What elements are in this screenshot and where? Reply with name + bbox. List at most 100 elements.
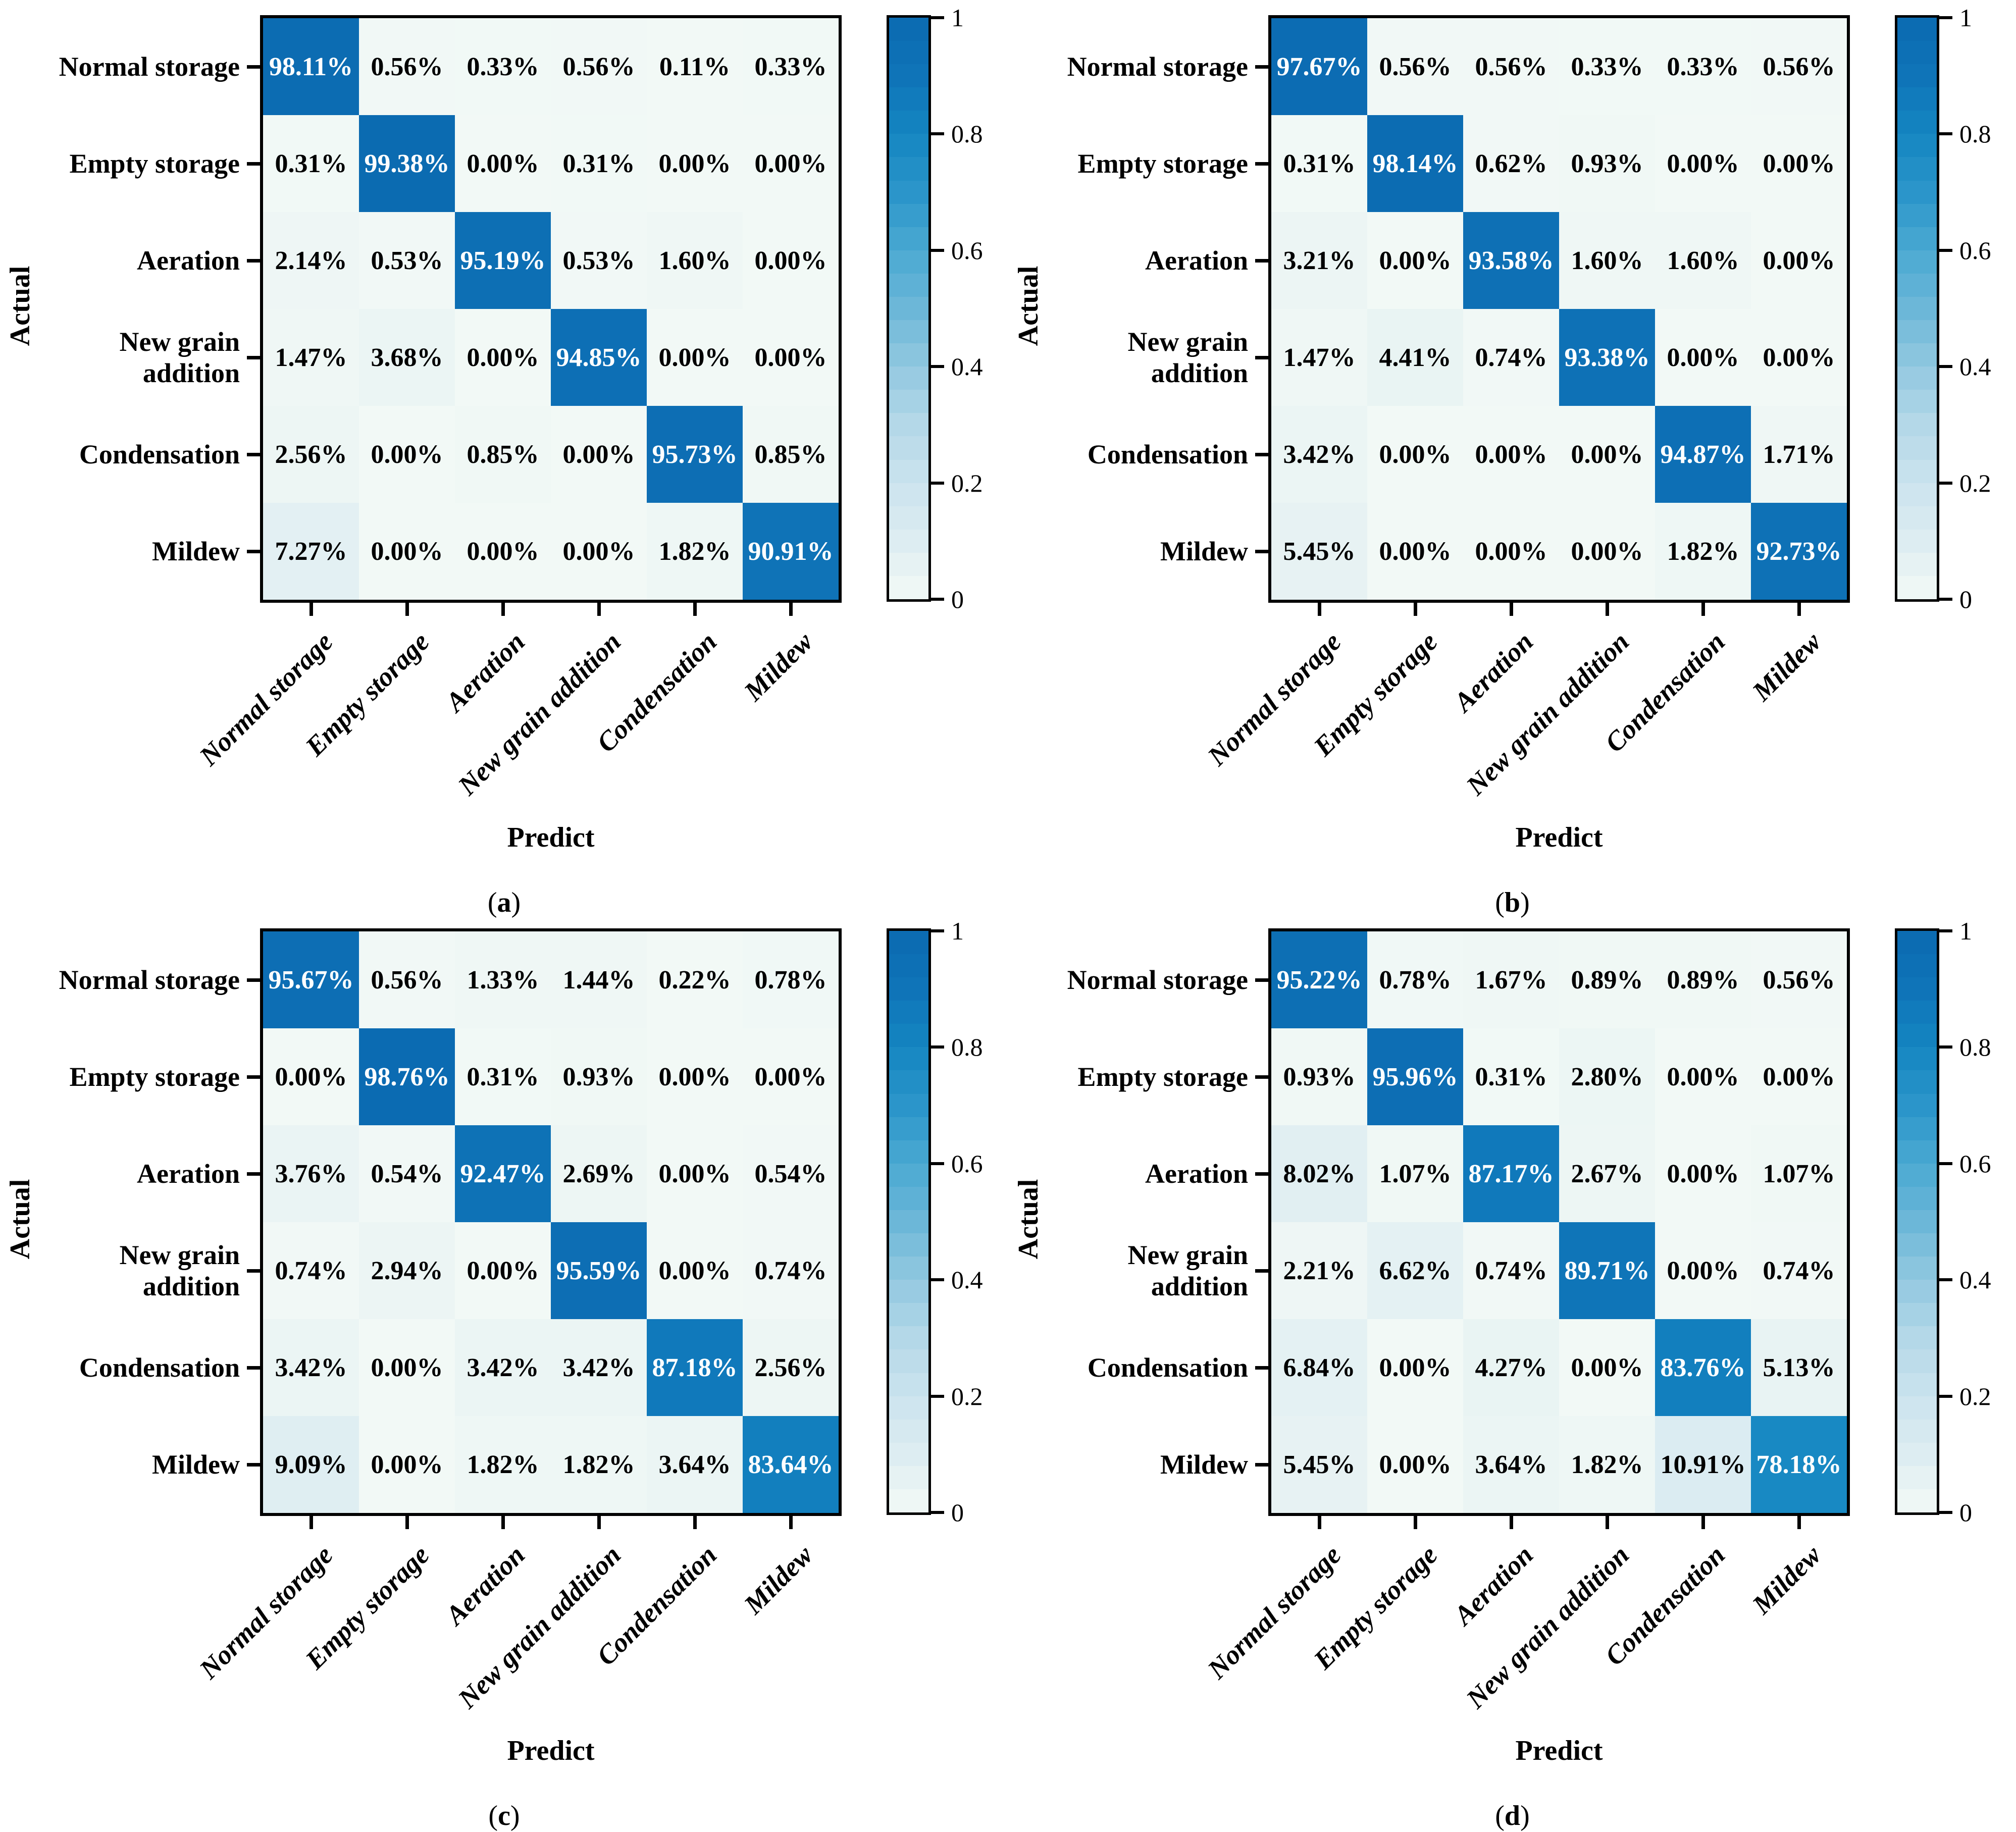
colorbar-band [1897, 459, 1937, 484]
matrix-cell-r3c3: 95.59% [551, 1222, 647, 1319]
y-tick [1255, 162, 1268, 166]
matrix-cell-r2c4: 1.60% [647, 212, 743, 309]
x-tick-label-text: Mildew [738, 626, 819, 707]
x-tick [1797, 603, 1801, 616]
matrix-cell-r4c0: 2.56% [263, 406, 359, 503]
colorbar-band [889, 575, 928, 599]
subplot-b: Actual 97.67% 0.56% 0.56% 0.33% 0.33% 0.56% 0.3… [1008, 0, 2016, 918]
colorbar-band [1897, 954, 1937, 978]
colorbar-band [889, 296, 928, 321]
subplot-letter-open-paren: ( [1495, 1800, 1505, 1831]
y-tick-label-line: New grain [119, 327, 240, 357]
subplot-letter-char: d [1504, 1800, 1521, 1831]
matrix-cell-r4c5: 2.56% [743, 1319, 839, 1416]
colorbar-band [889, 529, 928, 553]
matrix-cell-r1c4: 0.00% [647, 1028, 743, 1125]
matrix-cell-r3c3: 93.38% [1559, 309, 1655, 406]
matrix-cell-r0c1: 0.78% [1367, 931, 1463, 1028]
x-tick [1701, 1516, 1705, 1529]
x-tick-label-text: Aeration [1448, 1539, 1539, 1631]
colorbar-band [1897, 436, 1937, 460]
matrix-cell-r5c2: 0.00% [455, 503, 551, 600]
y-tick-label: Aeration [0, 1158, 240, 1189]
x-tick-label-text: New grain addition [1460, 1539, 1635, 1714]
matrix-cell-r4c4: 87.18% [647, 1319, 743, 1416]
colorbar-band [1897, 483, 1937, 507]
x-tick-label-text: Aeration [439, 1539, 531, 1631]
y-tick-label: Normal storage [0, 51, 240, 82]
y-tick-label: New grain addition [0, 326, 240, 389]
matrix-cell-r2c1: 0.53% [359, 212, 455, 309]
subplot-letter-close-paren: ) [510, 1800, 520, 1831]
colorbar-band [1897, 367, 1937, 391]
matrix-cell-r2c3: 2.67% [1559, 1125, 1655, 1222]
matrix-cell-r2c4: 0.00% [1655, 1125, 1751, 1222]
matrix-cell-r0c2: 1.33% [455, 931, 551, 1028]
colorbar-band [1897, 1326, 1937, 1350]
y-tick-label: Aeration [1008, 1158, 1248, 1189]
colorbar-tick-label: 0 [951, 585, 964, 613]
matrix-cell-r1c0: 0.31% [1271, 115, 1367, 212]
y-tick-label: Aeration [0, 245, 240, 276]
colorbar-band [1897, 529, 1937, 553]
colorbar-tick [1939, 1511, 1952, 1514]
matrix-cell-r5c1: 0.00% [359, 503, 455, 600]
matrix-cell-r2c0: 3.21% [1271, 212, 1367, 309]
matrix-cell-r2c2: 92.47% [455, 1125, 551, 1222]
matrix-cell-r1c2: 0.31% [1463, 1028, 1559, 1125]
matrix-cell-r4c4: 95.73% [647, 406, 743, 503]
colorbar-tick [1939, 929, 1952, 932]
matrix-cell-r3c1: 2.94% [359, 1222, 455, 1319]
matrix-cell-r4c5: 0.85% [743, 406, 839, 503]
matrix-cell-r5c1: 0.00% [1367, 1416, 1463, 1513]
y-tick [1255, 1269, 1268, 1273]
matrix-cell-r3c0: 1.47% [263, 309, 359, 406]
matrix-cell-r3c2: 0.00% [455, 309, 551, 406]
subplot-letter-open-paren: ( [1495, 887, 1505, 918]
x-tick [597, 603, 601, 616]
colorbar-band [889, 273, 928, 297]
matrix-cell-r3c0: 0.74% [263, 1222, 359, 1319]
matrix-cell-r3c5: 0.74% [743, 1222, 839, 1319]
colorbar-band [1897, 1349, 1937, 1374]
matrix-cell-r5c5: 83.64% [743, 1416, 839, 1513]
y-tick-label: Normal storage [0, 964, 240, 996]
y-tick-label: Condensation [0, 439, 240, 470]
matrix-cell-r4c5: 5.13% [1751, 1319, 1847, 1416]
matrix-cell-r1c3: 2.80% [1559, 1028, 1655, 1125]
matrix-cell-r3c2: 0.74% [1463, 1222, 1559, 1319]
matrix-cell-r2c4: 0.00% [647, 1125, 743, 1222]
matrix-cell-r1c3: 0.93% [551, 1028, 647, 1125]
y-tick-label: New grain addition [0, 1239, 240, 1302]
colorbar-band [1897, 1303, 1937, 1327]
x-axis-title: Predict [507, 822, 595, 853]
matrix-cell-r0c5: 0.33% [743, 18, 839, 115]
y-tick-label-line: addition [142, 358, 240, 388]
subplot-letter: (c) [488, 1800, 520, 1832]
colorbar-tick-label: 1 [1959, 4, 1972, 32]
matrix-cell-r3c4: 0.00% [647, 309, 743, 406]
matrix-cell-r1c4: 0.00% [1655, 1028, 1751, 1125]
x-tick [693, 1516, 697, 1529]
x-tick [597, 1516, 601, 1529]
matrix-cell-r2c2: 95.19% [455, 212, 551, 309]
colorbar-tick-label: 1 [951, 917, 964, 945]
colorbar-band [1897, 413, 1937, 437]
matrix-cell-r3c5: 0.00% [743, 309, 839, 406]
matrix-cell-r5c0: 5.45% [1271, 1416, 1367, 1513]
y-tick-label-line: Condensation [1087, 1352, 1248, 1383]
colorbar-band [1897, 1070, 1937, 1094]
matrix-cell-r3c1: 3.68% [359, 309, 455, 406]
subplot-letter-close-paren: ) [1520, 887, 1530, 918]
y-tick-label: Empty storage [0, 1061, 240, 1092]
matrix-cell-r1c2: 0.31% [455, 1028, 551, 1125]
x-tick [501, 603, 505, 616]
subplot-a: Actual 98.11% 0.56% 0.33% 0.56% 0.11% 0.33% 0.3… [0, 0, 1008, 918]
heatmap-grid: 95.22% 0.78% 1.67% 0.89% 0.89% 0.56% 0.93% 95.9… [1268, 928, 1850, 1516]
colorbar-band [1897, 157, 1937, 181]
colorbar-band [889, 203, 928, 228]
y-tick-label-line: Empty storage [1077, 1062, 1248, 1092]
matrix-cell-r3c1: 4.41% [1367, 309, 1463, 406]
colorbar-band [889, 1280, 928, 1304]
colorbar [1895, 15, 1939, 602]
